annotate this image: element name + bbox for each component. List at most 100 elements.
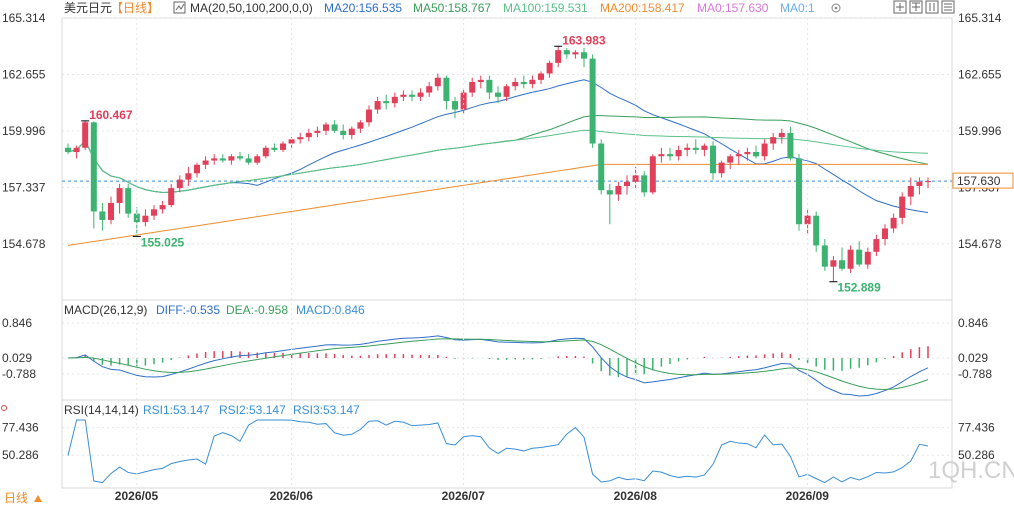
ma0-value-a: MA0:157.630 (697, 1, 769, 15)
zoom-in-icon[interactable] (909, 0, 923, 14)
candle-body (73, 147, 80, 153)
instrument-title: 美元日元 (64, 1, 112, 15)
crosshair-icon[interactable] (893, 0, 907, 14)
candle-body (675, 149, 682, 157)
candle-body (813, 215, 820, 246)
candle-body (692, 147, 699, 150)
current-price-tag (952, 172, 1014, 189)
low-label-1: 155.025 (141, 235, 185, 249)
candle-body (795, 158, 803, 225)
candle-body (116, 188, 123, 203)
candle-body (735, 154, 742, 157)
candle-body (529, 79, 536, 85)
rsi-tick-right: 77.436 (958, 421, 995, 435)
macd-histogram-value: MACD:0.846 (296, 303, 365, 317)
candle-body (348, 128, 355, 136)
ma20-value: MA20:156.535 (324, 1, 402, 15)
macd-tick-right: -0.788 (958, 367, 992, 381)
ma100-value: MA100:159.531 (503, 1, 588, 15)
candle-body (211, 158, 218, 161)
time-tick-label: 2026/05 (115, 489, 159, 503)
candle-body (864, 251, 871, 265)
candle-body (460, 92, 467, 110)
time-tick-label: 2026/09 (786, 489, 830, 503)
macd-tick-left: 0.029 (2, 351, 32, 365)
period-up-arrow-icon[interactable] (34, 495, 42, 502)
candle-body (443, 77, 450, 102)
candle-body (400, 94, 407, 97)
time-tick-label: 2026/08 (614, 489, 658, 503)
ma-params: MA(20,50,100,200,0,0) (190, 1, 313, 15)
candle-body (426, 86, 433, 93)
candle-body (383, 101, 390, 104)
rsi-line (67, 419, 929, 484)
candle-body (486, 79, 493, 93)
candle-body (701, 145, 708, 150)
candle-body (589, 58, 596, 144)
candle-body (512, 81, 519, 87)
candle-body (262, 147, 269, 157)
settings-icon[interactable] (941, 0, 955, 14)
candle-body (718, 162, 725, 174)
macd-panel: 0.846 0.846 0.029 0.029 -0.788 -0.788 (2, 316, 992, 397)
ma50-value: MA50:158.767 (413, 1, 491, 15)
period-tag[interactable]: 【日线】 (111, 1, 159, 15)
candle-body (477, 79, 484, 82)
rsi-params: RSI(14,14,14) (64, 403, 139, 417)
macd-tick-left: 0.846 (2, 316, 32, 330)
macd-diff-line (67, 335, 929, 397)
macd-tick-right: 0.029 (958, 351, 988, 365)
candle-body (434, 77, 441, 87)
header-toggle-icon[interactable] (831, 3, 841, 13)
candle-body (641, 175, 648, 193)
candle-body (99, 211, 106, 220)
candle-body (451, 101, 459, 110)
candle-body (365, 109, 373, 123)
price-tick-right: 165.314 (958, 11, 1002, 25)
candle-series: 160.467 155.025 163.983 152.889 (64, 33, 932, 295)
candle-body (331, 124, 338, 131)
candle-body (297, 137, 304, 140)
candle-style-icon[interactable] (925, 0, 939, 14)
candle-body (881, 228, 889, 240)
candle-body (821, 245, 828, 267)
rsi2-value: RSI2:53.147 (219, 403, 286, 417)
time-tick-label: 2026/07 (442, 489, 486, 503)
price-tick-left: 162.655 (2, 67, 46, 81)
candle-body (916, 181, 923, 186)
candle-body (503, 86, 510, 97)
candle-body (546, 62, 553, 74)
rsi-panel: 77.436 77.436 50.286 50.286 (2, 419, 995, 484)
price-tick-left: 154.678 (2, 237, 46, 251)
period-selector-label[interactable]: 日线 (4, 491, 28, 505)
grid-lines (62, 17, 952, 245)
price-tick-right: 154.678 (958, 237, 1002, 251)
candle-body (374, 101, 381, 110)
candle-body (770, 137, 777, 144)
candle-body (408, 94, 416, 97)
candle-body (176, 179, 183, 189)
candle-body (563, 50, 570, 55)
macd-params: MACD(26,12,9) (64, 303, 147, 317)
candle-body (752, 152, 760, 157)
candle-body (666, 154, 674, 157)
price-axes: 165.314 165.314 162.655 162.655 159.996 159.9… (2, 11, 1014, 251)
candle-body (615, 185, 622, 195)
macd-tick-right: 0.846 (958, 316, 988, 330)
candle-body (649, 156, 656, 193)
candle-body (658, 154, 665, 157)
indicator-settings-icon[interactable] (173, 1, 186, 14)
candle-body (778, 132, 785, 138)
rsi1-value: RSI1:53.147 (143, 403, 210, 417)
rsi3-value: RSI3:53.147 (293, 403, 360, 417)
rsi-tick-right: 50.286 (958, 448, 995, 462)
price-tick-right: 159.996 (958, 124, 1002, 138)
candle-body (469, 81, 476, 93)
candle-body (90, 122, 97, 212)
low-label-2: 152.889 (837, 281, 881, 295)
candle-body (555, 50, 562, 63)
candle-body (279, 143, 287, 150)
time-axis: 2026/05 2026/06 2026/07 2026/08 2026/09 (115, 18, 830, 503)
candle-body (219, 158, 226, 161)
